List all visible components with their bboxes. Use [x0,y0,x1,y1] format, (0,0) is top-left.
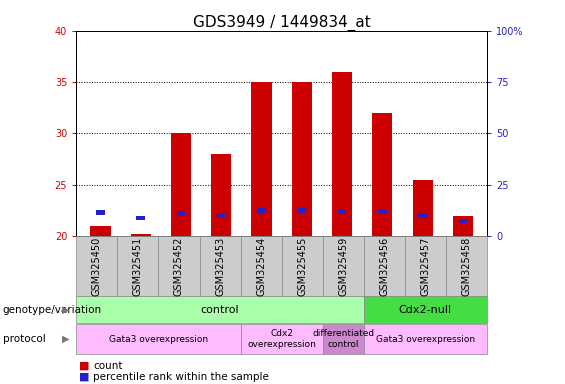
Bar [453,215,473,236]
Bar [459,218,467,223]
Text: Gata3 overexpression: Gata3 overexpression [376,334,475,344]
Bar [257,209,266,213]
Title: GDS3949 / 1449834_at: GDS3949 / 1449834_at [193,15,371,31]
Text: Cdx2-null: Cdx2-null [399,305,452,314]
Text: ■: ■ [79,372,90,382]
Bar [217,214,225,218]
Text: GSM325458: GSM325458 [462,236,471,296]
Text: Cdx2
overexpression: Cdx2 overexpression [247,329,316,349]
Bar [298,209,306,213]
Bar [96,210,105,215]
Text: GSM325454: GSM325454 [256,236,266,296]
Text: GSM325456: GSM325456 [379,236,389,296]
Text: GSM325450: GSM325450 [92,236,102,296]
Bar [171,133,191,236]
Text: percentile rank within the sample: percentile rank within the sample [93,372,269,382]
Text: differentiated
control: differentiated control [312,329,375,349]
Bar [338,209,346,214]
Text: GSM325451: GSM325451 [133,236,143,296]
Text: control: control [201,305,240,314]
Bar [412,180,433,236]
Text: count: count [93,361,123,371]
Bar [137,215,145,220]
Text: ▶: ▶ [62,305,70,314]
Text: GSM325453: GSM325453 [215,236,225,296]
Text: genotype/variation: genotype/variation [3,305,102,314]
Bar [292,82,312,236]
Text: protocol: protocol [3,334,46,344]
Text: Gata3 overexpression: Gata3 overexpression [109,334,208,344]
Bar [131,234,151,236]
Bar [251,82,272,236]
Text: GSM325457: GSM325457 [420,236,431,296]
Bar [332,72,352,236]
Bar [90,226,111,236]
Bar [211,154,231,236]
Text: GSM325459: GSM325459 [338,236,348,296]
Bar [177,212,185,216]
Bar [372,113,393,236]
Text: ■: ■ [79,361,90,371]
Text: ▶: ▶ [62,334,70,344]
Bar [418,214,427,218]
Bar [378,209,386,214]
Text: GSM325452: GSM325452 [174,236,184,296]
Text: GSM325455: GSM325455 [297,236,307,296]
